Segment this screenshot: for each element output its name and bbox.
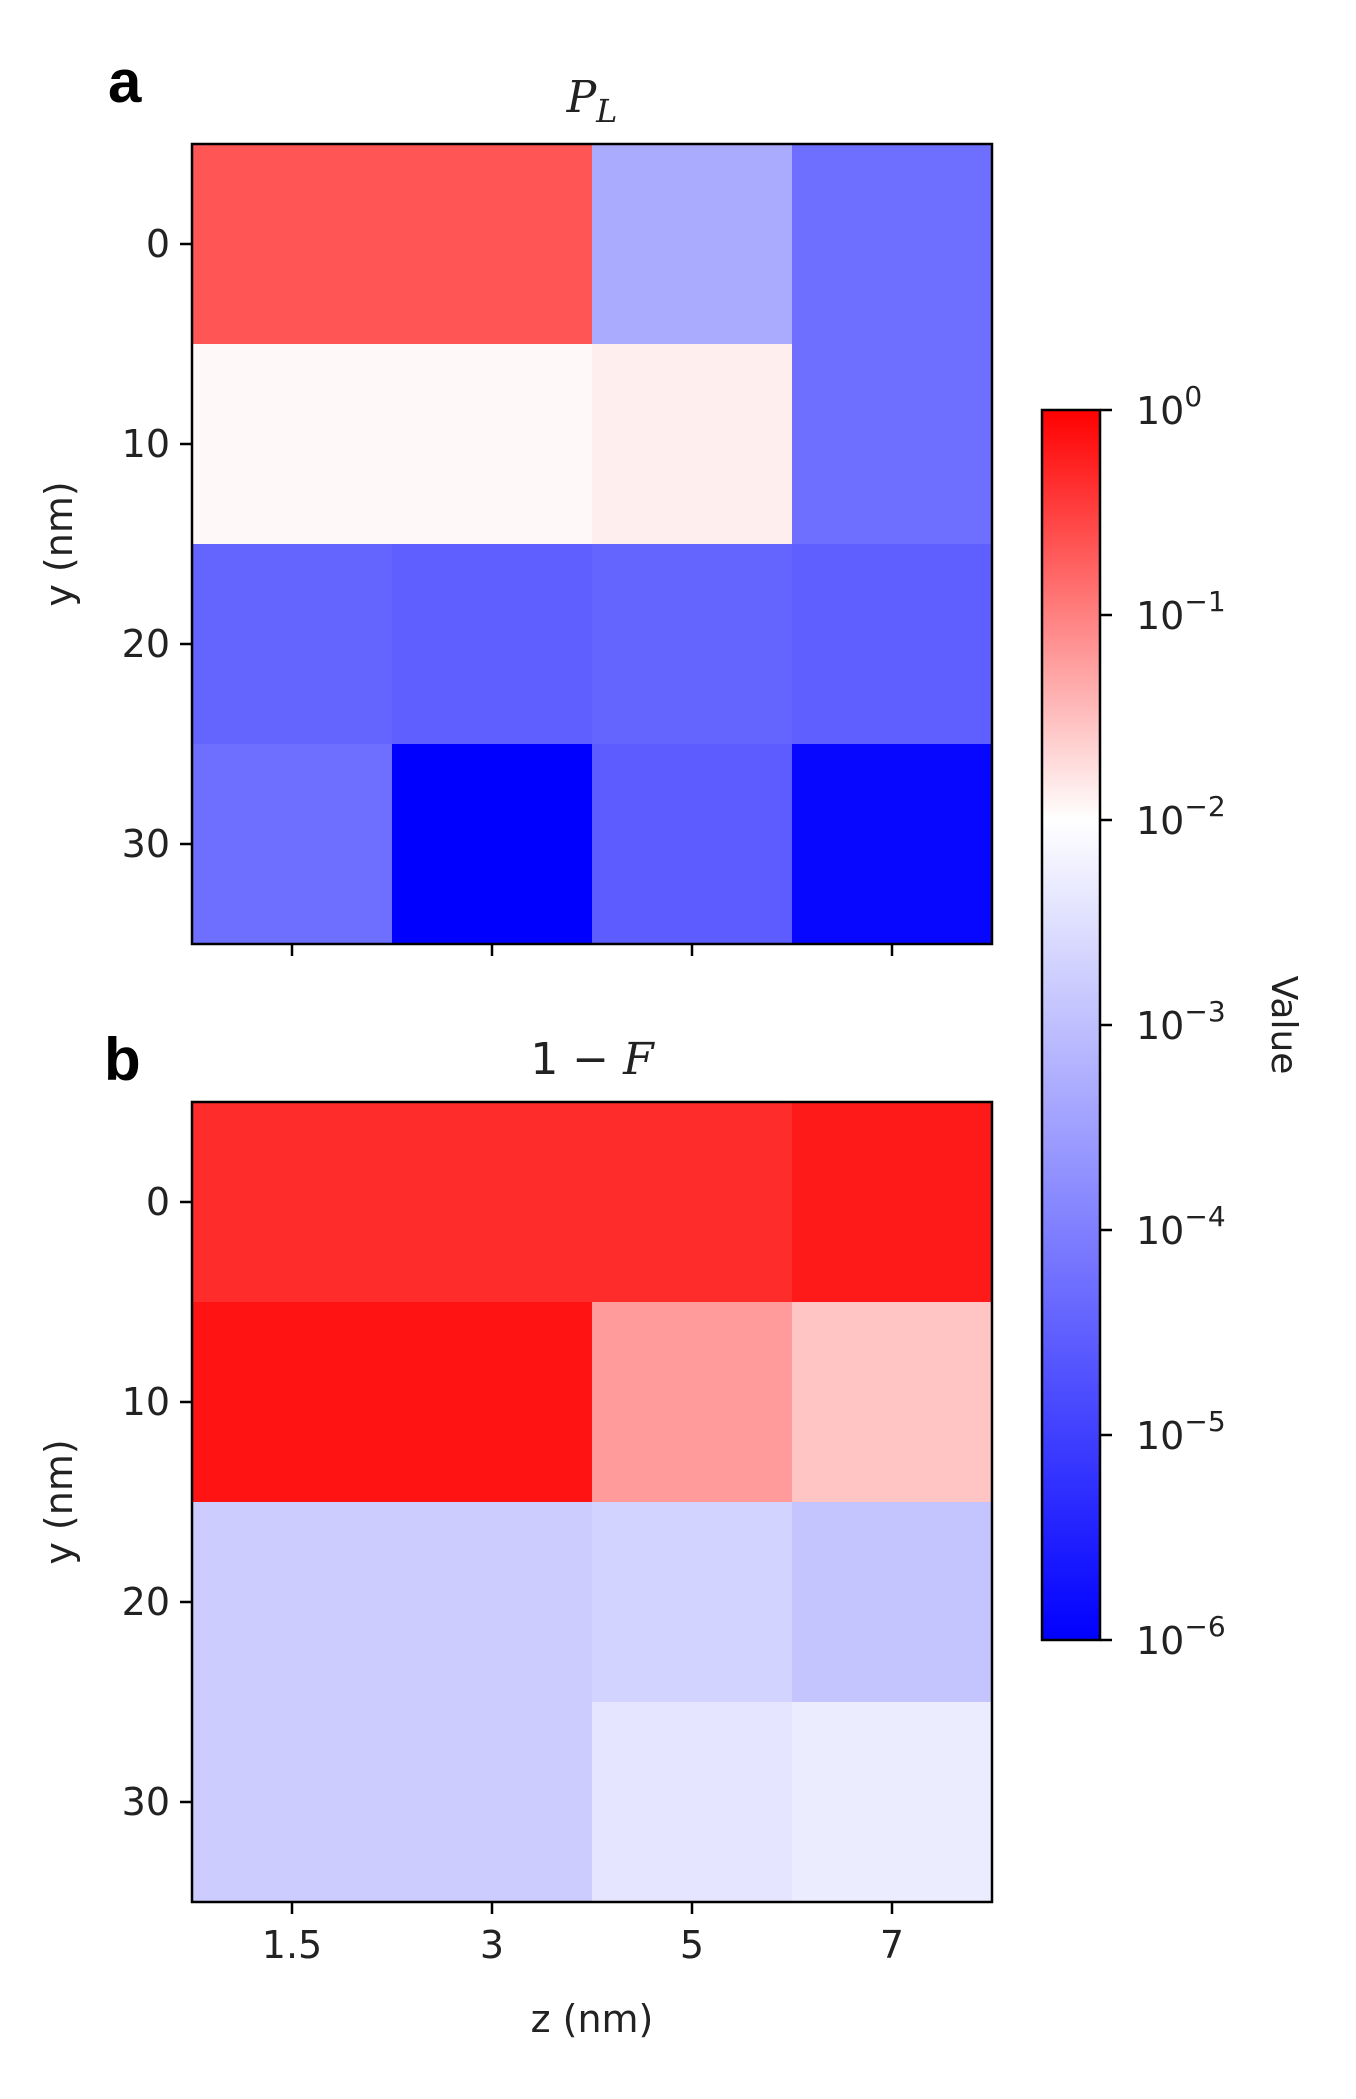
colorbar-tick-label: 10−4 <box>1136 1200 1226 1253</box>
heatmap-cell <box>792 144 993 345</box>
heatmap-cell <box>192 1702 393 1903</box>
panel-b-y-axis-label: y (nm) <box>37 1439 81 1564</box>
heatmap-cell <box>592 744 793 945</box>
x-tick-label: 5 <box>680 1923 704 1967</box>
panel-b-title-symbol: F <box>622 1034 655 1085</box>
colorbar-label: Value <box>1263 976 1304 1075</box>
colorbar-gradient <box>1040 408 1102 1642</box>
heatmap-cell <box>792 344 993 545</box>
panel-a-y-axis-label: y (nm) <box>37 481 81 606</box>
panel-b-frame <box>190 1100 994 1904</box>
y-tick-label: 30 <box>122 1780 170 1824</box>
panel-letter-a: a <box>108 48 142 115</box>
x-tick-label: 3 <box>480 1923 504 1967</box>
heatmap-cell <box>392 1702 593 1903</box>
colorbar-tick-label: 10−2 <box>1136 790 1226 843</box>
colorbar-tick-label: 100 <box>1136 380 1202 433</box>
heatmap-cell <box>792 1302 993 1503</box>
panel-b-x-axis-label: z (nm) <box>531 1997 654 2041</box>
heatmap-cell <box>192 544 393 745</box>
panel-b-cells <box>192 1102 993 1903</box>
panel-a-x-ticks <box>290 944 894 956</box>
heatmap-cell <box>792 544 993 745</box>
heatmap-cell <box>192 144 393 345</box>
heatmap-panel-b: 1 − F 0 10 20 30 1.5 3 5 7 y (nm) z (nm) <box>37 1034 994 2041</box>
panel-b-title: 1 − F <box>530 1034 655 1085</box>
heatmap-cell <box>392 344 593 545</box>
colorbar-tick-label: 10−6 <box>1136 1610 1226 1663</box>
y-tick-label: 20 <box>122 1580 170 1624</box>
heatmap-cell <box>192 1302 393 1503</box>
heatmap-cell <box>592 1102 793 1303</box>
heatmap-cell <box>792 744 993 945</box>
x-tick-label: 1.5 <box>262 1923 322 1967</box>
colorbar: 100 10−1 10−2 10−3 10−4 10−5 10−6 Value <box>1040 380 1304 1663</box>
heatmap-cell <box>192 1502 393 1703</box>
heatmap-cell <box>792 1102 993 1303</box>
panel-a-frame <box>190 142 994 946</box>
heatmap-cell <box>792 1502 993 1703</box>
y-tick-label: 10 <box>122 422 170 466</box>
panel-b-y-ticks: 0 10 20 30 <box>122 1180 192 1824</box>
y-tick-label: 30 <box>122 822 170 866</box>
heatmap-cell <box>192 344 393 545</box>
heatmap-cell <box>592 1702 793 1903</box>
heatmap-cell <box>392 544 593 745</box>
y-tick-label: 0 <box>146 222 170 266</box>
heatmap-cell <box>592 144 793 345</box>
y-tick-label: 20 <box>122 622 170 666</box>
heatmap-cell <box>592 1502 793 1703</box>
panel-b-x-ticks: 1.5 3 5 7 <box>262 1902 904 1967</box>
heatmap-cell <box>192 1102 393 1303</box>
colorbar-ticks: 100 10−1 10−2 10−3 10−4 10−5 10−6 <box>1100 380 1226 1663</box>
colorbar-tick-label: 10−3 <box>1136 995 1226 1048</box>
colorbar-tick-label: 10−1 <box>1136 585 1226 638</box>
panel-a-cells <box>192 144 993 945</box>
heatmap-panel-a: PL 0 10 20 30 y (nm) <box>37 72 994 956</box>
y-tick-label: 10 <box>122 1380 170 1424</box>
heatmap-cell <box>392 1302 593 1503</box>
heatmap-cell <box>392 744 593 945</box>
panel-b-title-prefix: 1 − <box>530 1034 623 1085</box>
colorbar-tick-label: 10−5 <box>1136 1405 1226 1458</box>
panel-a-title-sub: L <box>595 92 617 130</box>
panel-letter-b: b <box>104 1026 141 1093</box>
y-tick-label: 0 <box>146 1180 170 1224</box>
panel-a-title-main: P <box>566 72 598 123</box>
heatmap-cell <box>392 1102 593 1303</box>
heatmap-cell <box>592 1302 793 1503</box>
heatmap-cell <box>592 344 793 545</box>
panel-a-y-ticks: 0 10 20 30 <box>122 222 192 866</box>
x-tick-label: 7 <box>880 1923 904 1967</box>
heatmap-cell <box>792 1702 993 1903</box>
heatmap-cell <box>392 144 593 345</box>
heatmap-cell <box>392 1502 593 1703</box>
heatmap-cell <box>192 744 393 945</box>
heatmap-cell <box>592 544 793 745</box>
panel-a-title: PL <box>566 72 618 130</box>
